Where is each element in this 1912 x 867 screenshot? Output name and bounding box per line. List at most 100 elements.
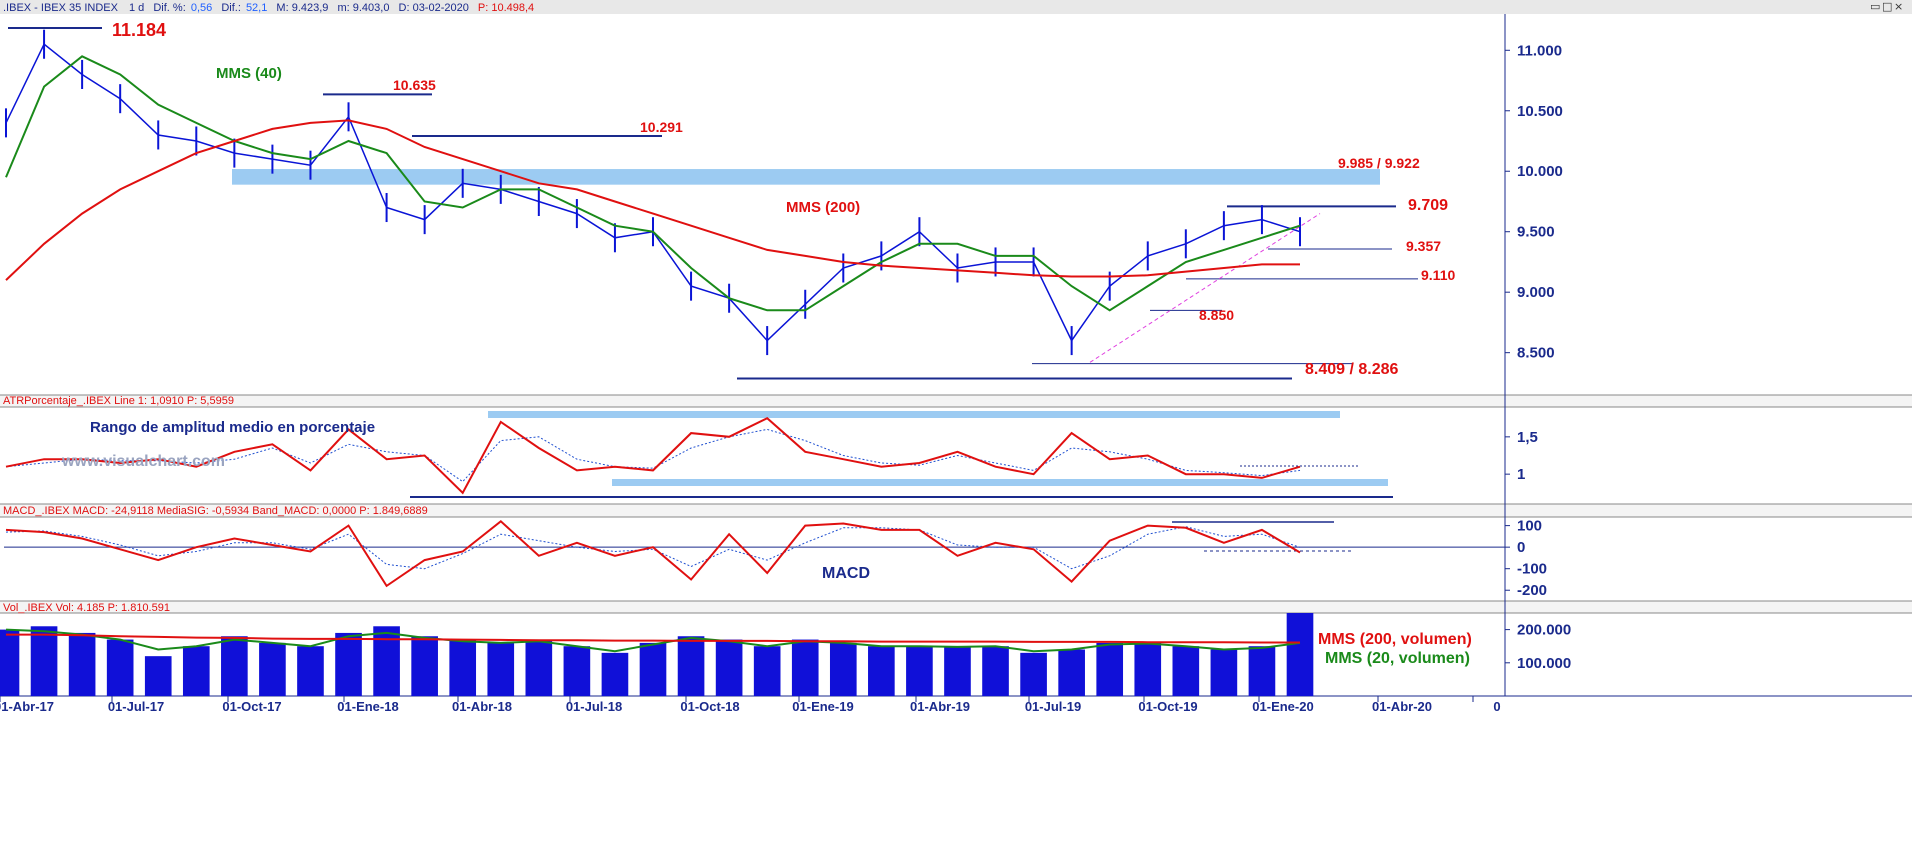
volume-bar [182,646,210,696]
volume-bar [982,646,1009,696]
window-control-icon[interactable]: × [1894,0,1903,13]
volume-bar [1096,642,1124,696]
volume-bar [944,646,971,696]
volume-bar [335,632,362,696]
date-label: D: 03-02-2020 [399,2,469,14]
volume-header: Vol_.IBEX Vol: 4.185 P: 1.810.591 [3,602,170,614]
volume-bar [487,642,515,696]
volume-bar [1172,646,1200,696]
volume-bar [30,626,58,696]
x-tick-label: 01-Oct-18 [680,699,739,714]
volume-bar [373,626,400,696]
volume-bar [753,646,781,696]
volume-bar [829,642,857,696]
x-tick-label: 01-Jul-17 [108,699,164,714]
y-tick-label: 10.000 [1517,163,1563,180]
header-line: .IBEX - IBEX 35 INDEX 1 d Dif. %: 0,56 D… [3,2,534,14]
volume-bar [601,652,629,696]
volume-bar [106,639,134,696]
y-tick-label: 9.500 [1517,224,1555,241]
vol-mms20-line [5,628,1301,653]
y-tick-label: -100 [1517,561,1547,578]
y-tick-label: 100 [1517,518,1542,535]
y-tick-label: 1 [1517,466,1525,483]
window-controls[interactable]: ▭□×▭□×▭□×▭□× [1870,0,1903,612]
annotation-label: MMS (200) [786,199,860,216]
header-bar [0,0,1912,14]
atr-line [5,417,1301,495]
min-label: m: 9.403,0 [337,2,389,14]
volume-bar [68,632,96,696]
volume-bar [411,636,438,696]
x-tick-label: 01-Abr-20 [1372,699,1432,714]
volume-bar [906,646,933,696]
volume-bar [639,642,667,696]
atr-upper-band [488,411,1340,418]
macd-line [5,519,1301,588]
x-tick-label: 01-Abr-19 [910,699,970,714]
window-control-icon[interactable]: ▭ [1870,0,1880,13]
watermark: www.visualchart.com [61,453,225,470]
y-tick-label: 100.000 [1517,655,1571,672]
volume-bar [791,639,819,696]
dif-value: 52,1 [246,2,267,14]
instrument-label: .IBEX - IBEX 35 INDEX [3,2,119,14]
panel-separator [0,504,1912,517]
x-tick-label: 01-Ene-18 [337,699,398,714]
annotation-label: 9.110 [1421,267,1455,283]
x-tick-label: 01-Ene-19 [792,699,853,714]
panel-separator [0,395,1912,407]
resistance-band [232,169,1380,185]
y-tick-label: 11.000 [1517,42,1562,59]
volume-bar [144,656,172,696]
x-tick-label: 01-Oct-17 [222,699,281,714]
annotation-label: 10.291 [640,119,683,135]
volume-bar [1248,646,1276,696]
dif-pct-value: 0,56 [191,2,212,14]
volume-bar [563,646,591,696]
annotation-label: 9.357 [1406,238,1441,254]
y-tick-label: -200 [1517,582,1547,599]
x-tick-label: 01-Jul-19 [1025,699,1081,714]
volume-bar [1020,652,1047,696]
atr-lower-band [612,479,1388,486]
y-tick-label: 8.500 [1517,345,1555,362]
volume-bar [221,636,248,696]
timeframe-label: 1 d [129,2,144,14]
price-label: P: 10.498,4 [478,2,534,14]
x-tick-label: 01-Abr-17 [0,699,54,714]
y-tick-label: 10.500 [1517,103,1563,120]
annotation-label: MMS (40) [216,65,282,82]
annotation-label: 11.184 [112,20,166,40]
window-control-icon[interactable]: □ [1882,0,1892,13]
y-tick-label: 9.000 [1517,284,1555,301]
volume-bar [677,636,705,696]
panel-separator [0,601,1912,613]
y-tick-label: 200.000 [1517,622,1571,639]
annotation-label: 9.709 [1408,197,1448,214]
trend-line [1089,213,1321,363]
volume-bar [525,639,553,696]
mms200-line [5,119,1300,281]
dif-label: Dif.: [221,2,241,14]
volume-bar [1134,642,1162,696]
y-tick-label: 0 [1517,539,1525,556]
annotation-label: 8.850 [1199,307,1234,323]
mms40-line [5,55,1301,312]
volume-bar [1058,649,1085,696]
volume-bar [449,639,477,696]
volume-bar [715,639,743,696]
volume-bar [297,646,324,696]
volume-legend-mms20: MMS (20, volumen) [1325,650,1470,667]
dif-pct-label: Dif. %: [153,2,185,14]
x-tick-label: 01-Jul-18 [566,699,622,714]
x-tick-label: 01-Ene-20 [1252,699,1313,714]
x-tick-label: 0 [1493,699,1500,714]
annotation-label: 10.635 [393,77,436,93]
x-tick-label: 01-Oct-19 [1138,699,1197,714]
atr-title: Rango de amplitud medio en porcentaje [90,419,375,436]
volume-bar [1210,649,1238,696]
max-label: M: 9.423,9 [276,2,328,14]
x-tick-label: 01-Abr-18 [452,699,512,714]
